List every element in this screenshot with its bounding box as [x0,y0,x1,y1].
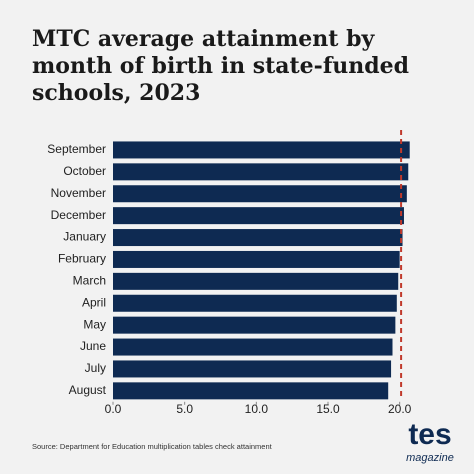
y-tick-label: February [58,252,106,266]
x-tick-label: 10.0 [245,402,269,416]
y-tick-label: October [63,164,106,178]
bar [113,382,389,400]
x-tick-label: 15.0 [316,402,340,416]
y-tick-label: May [83,317,106,331]
x-tick-label: 5.0 [176,402,193,416]
bar [113,141,410,159]
y-tick-label: March [73,274,106,288]
brand-subtitle: magazine [406,452,454,464]
y-tick-label: December [51,208,106,222]
y-tick-label: July [85,361,106,375]
bar [113,229,403,247]
bar [113,185,407,203]
x-tick-label: 0.0 [105,402,122,416]
chart-title: schools, 2023 [32,80,200,106]
bar [113,316,396,334]
bar [113,207,404,225]
bar [113,163,409,181]
bar [113,360,392,378]
bar [113,294,397,312]
y-tick-label: November [51,186,106,200]
source: Source: Department for Education multipl… [32,442,273,451]
y-tick-label: April [82,295,106,309]
bar [113,338,393,356]
y-tick-label: June [80,339,106,353]
chart-title: MTC average attainment by [32,26,375,52]
brand-logo: tes [408,418,451,451]
chart-title: month of birth in state-funded [32,53,409,79]
bar [113,250,400,268]
y-tick-label: August [69,383,107,397]
y-tick-label: September [47,142,106,156]
y-tick-label: January [63,230,106,244]
bar [113,272,399,290]
x-tick-label: 20.0 [388,402,412,416]
